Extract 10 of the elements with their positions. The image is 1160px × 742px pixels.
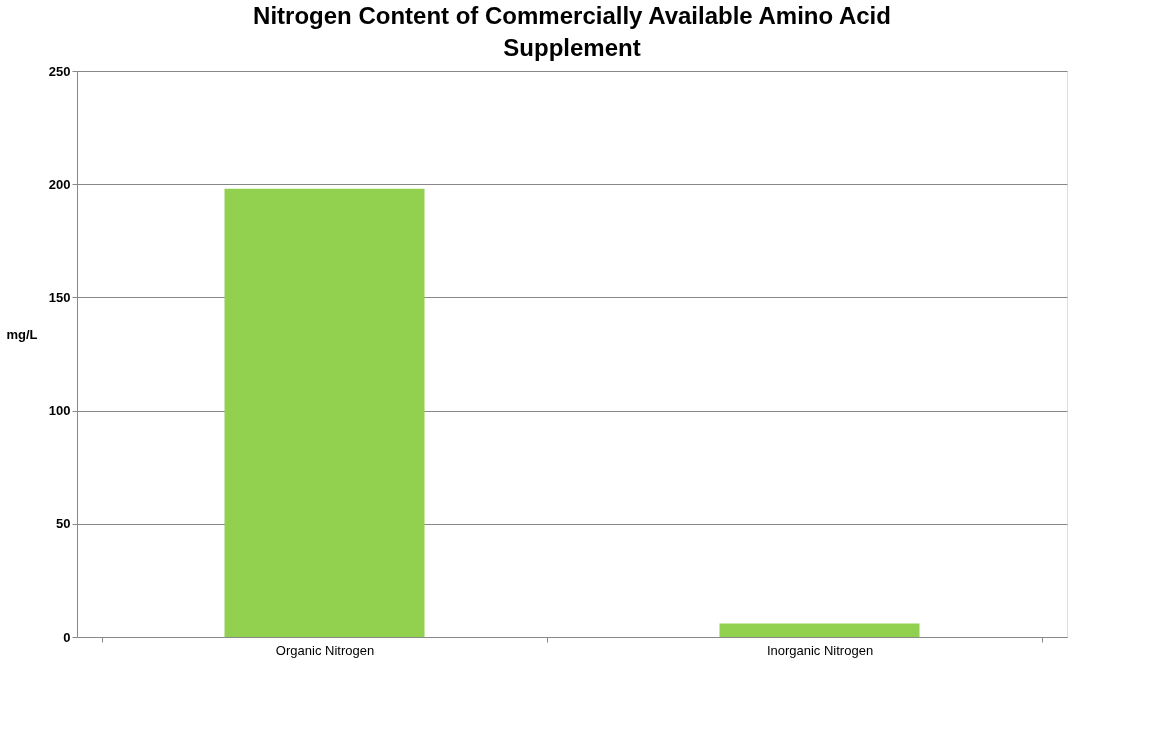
y-tick-label: 250 [48, 63, 71, 79]
x-tick-label: Organic Nitrogen [275, 642, 375, 658]
x-tick-label: Inorganic Nitrogen [766, 642, 874, 658]
chart-title: Nitrogen Content of Commercially Available Amino Acid Supplement [253, 2, 891, 61]
y-tick-label: 50 [56, 516, 71, 532]
y-tick-label: 0 [63, 629, 71, 645]
y-axis-title: mg/L [6, 326, 38, 342]
y-tick-label: 200 [48, 176, 71, 192]
y-tick-label: 150 [48, 289, 71, 305]
y-tick-label: 100 [48, 403, 71, 419]
